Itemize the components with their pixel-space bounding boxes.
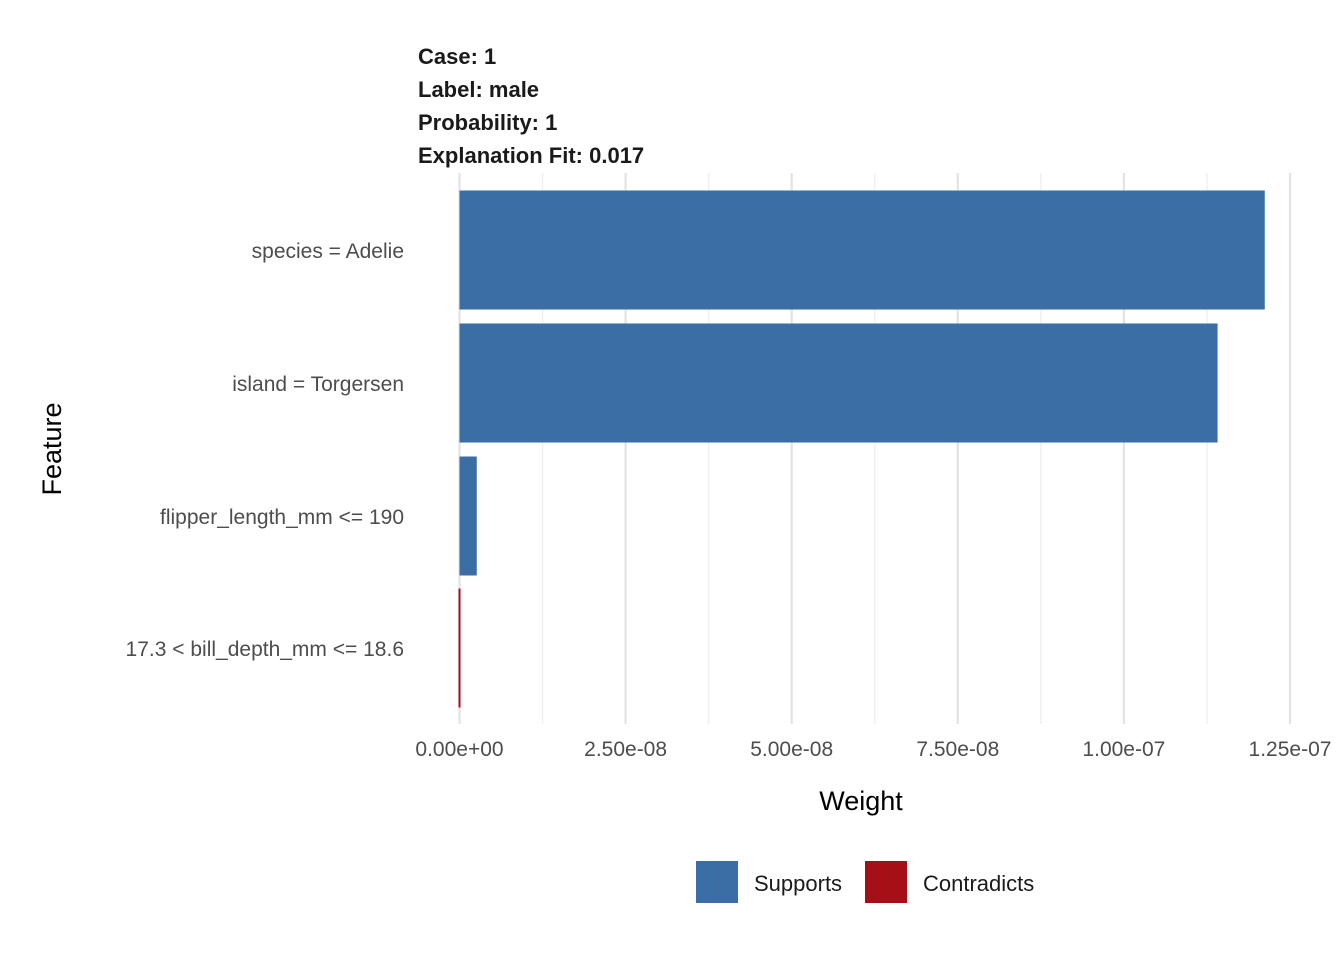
bar: [459, 190, 1265, 310]
legend: Supports Contradicts: [696, 861, 1034, 903]
x-axis-label: Weight: [819, 786, 903, 816]
x-tick-label: 5.00e-08: [750, 738, 833, 761]
x-tick-labels: 0.00e+00 2.50e-08 5.00e-08 7.50e-08 1.00e-07…: [415, 738, 1331, 761]
x-tick-label: 7.50e-08: [916, 738, 999, 761]
legend-swatch-supports: [696, 861, 738, 903]
chart-header: Case: 1 Label: male Probability: 1 Expla…: [418, 44, 644, 168]
y-tick-label: 17.3 < bill_depth_mm <= 18.6: [126, 638, 404, 661]
label-label: Label: male: [418, 77, 539, 102]
x-tick-label: 0.00e+00: [415, 738, 503, 761]
x-tick-label: 1.25e-07: [1249, 738, 1332, 761]
bar: [459, 456, 477, 576]
legend-swatch-contradicts: [865, 861, 907, 903]
x-tick-label: 2.50e-08: [584, 738, 667, 761]
probability-label: Probability: 1: [418, 110, 557, 135]
y-axis-label: Feature: [37, 402, 67, 495]
y-tick-label: island = Torgersen: [232, 373, 404, 396]
y-tick-labels: species = Adelie island = Torgersen flippe…: [126, 240, 404, 661]
x-tick-label: 1.00e-07: [1082, 738, 1165, 761]
y-tick-label: species = Adelie: [252, 240, 404, 263]
bar: [458, 588, 461, 708]
legend-label-contradicts: Contradicts: [923, 871, 1034, 896]
explanation-fit-label: Explanation Fit: 0.017: [418, 143, 644, 168]
case-label: Case: 1: [418, 44, 496, 69]
y-tick-label: flipper_length_mm <= 190: [160, 506, 404, 529]
bars: [458, 190, 1265, 708]
bar: [459, 323, 1218, 443]
legend-label-supports: Supports: [754, 871, 842, 896]
